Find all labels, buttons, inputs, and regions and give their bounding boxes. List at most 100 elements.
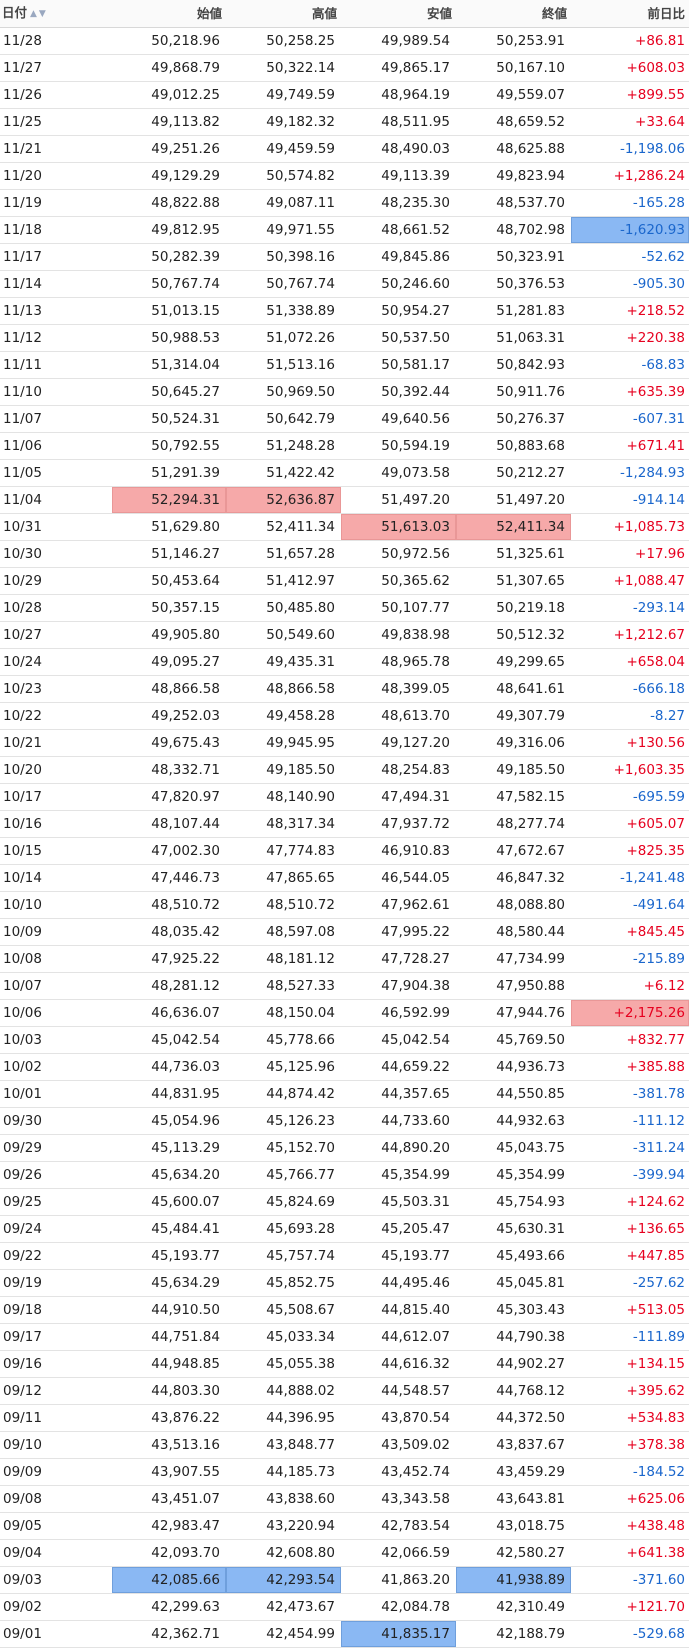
sort-arrows-icon[interactable]: ▲▼ — [30, 9, 48, 19]
cell-change: +438.48 — [571, 1512, 689, 1540]
cell-change: +378.38 — [571, 1431, 689, 1459]
cell-high: 50,549.60 — [226, 621, 341, 649]
cell-change: -1,284.93 — [571, 459, 689, 487]
cell-close: 47,950.88 — [456, 972, 571, 1000]
cell-open: 42,983.47 — [112, 1512, 226, 1540]
cell-open: 45,484.41 — [112, 1215, 226, 1243]
table-row: 11/04 52,294.31 52,636.87 51,497.20 51,497.2… — [0, 486, 689, 514]
table-row: 11/05 51,291.39 51,422.42 49,073.58 50,212.2… — [0, 459, 689, 487]
cell-low: 43,452.74 — [341, 1458, 456, 1486]
cell-date: 11/18 — [0, 216, 112, 244]
cell-close: 46,847.32 — [456, 864, 571, 892]
table-row: 09/16 44,948.85 45,055.38 44,616.32 44,902.2… — [0, 1350, 689, 1378]
cell-open: 48,332.71 — [112, 756, 226, 784]
column-header-close[interactable]: 終値 — [456, 0, 571, 28]
cell-close: 51,307.65 — [456, 567, 571, 595]
cell-low: 44,890.20 — [341, 1134, 456, 1162]
cell-date: 09/17 — [0, 1323, 112, 1351]
cell-close: 47,734.99 — [456, 945, 571, 973]
table-row: 09/09 43,907.55 44,185.73 43,452.74 43,459.2… — [0, 1458, 689, 1486]
cell-close: 44,790.38 — [456, 1323, 571, 1351]
cell-change: +534.83 — [571, 1404, 689, 1432]
cell-close: 43,643.81 — [456, 1485, 571, 1513]
cell-change: +899.55 — [571, 81, 689, 109]
cell-close: 49,316.06 — [456, 729, 571, 757]
cell-low: 44,659.22 — [341, 1053, 456, 1081]
cell-high: 52,411.34 — [226, 513, 341, 541]
cell-date: 11/26 — [0, 81, 112, 109]
cell-date: 11/28 — [0, 27, 112, 55]
cell-open: 50,988.53 — [112, 324, 226, 352]
cell-low: 50,392.44 — [341, 378, 456, 406]
cell-high: 45,778.66 — [226, 1026, 341, 1054]
cell-close: 50,512.32 — [456, 621, 571, 649]
cell-open: 43,513.16 — [112, 1431, 226, 1459]
cell-high: 51,412.97 — [226, 567, 341, 595]
cell-open: 47,820.97 — [112, 783, 226, 811]
column-header-date[interactable]: 日付 ▲▼ — [0, 0, 112, 28]
cell-open: 44,831.95 — [112, 1080, 226, 1108]
table-row: 10/21 49,675.43 49,945.95 49,127.20 49,316.0… — [0, 729, 689, 757]
table-row: 09/30 45,054.96 45,126.23 44,733.60 44,932.6… — [0, 1107, 689, 1135]
table-row: 10/29 50,453.64 51,412.97 50,365.62 51,307.6… — [0, 567, 689, 595]
cell-low: 49,073.58 — [341, 459, 456, 487]
cell-high: 44,874.42 — [226, 1080, 341, 1108]
cell-open: 51,291.39 — [112, 459, 226, 487]
cell-open: 51,146.27 — [112, 540, 226, 568]
cell-close: 48,277.74 — [456, 810, 571, 838]
cell-change: +136.65 — [571, 1215, 689, 1243]
cell-change: -68.83 — [571, 351, 689, 379]
cell-change: -399.94 — [571, 1161, 689, 1189]
cell-low: 47,937.72 — [341, 810, 456, 838]
cell-date: 10/16 — [0, 810, 112, 838]
cell-high: 51,338.89 — [226, 297, 341, 325]
column-header-open[interactable]: 始値 — [112, 0, 226, 28]
cell-low: 45,503.31 — [341, 1188, 456, 1216]
cell-close: 43,018.75 — [456, 1512, 571, 1540]
cell-open: 48,510.72 — [112, 891, 226, 919]
column-header-low[interactable]: 安値 — [341, 0, 456, 28]
cell-date: 09/04 — [0, 1539, 112, 1567]
cell-close: 48,580.44 — [456, 918, 571, 946]
cell-open: 49,252.03 — [112, 702, 226, 730]
table-row: 10/23 48,866.58 48,866.58 48,399.05 48,641.6… — [0, 675, 689, 703]
cell-open: 49,812.95 — [112, 216, 226, 244]
cell-open: 48,866.58 — [112, 675, 226, 703]
cell-change: -257.62 — [571, 1269, 689, 1297]
cell-date: 10/24 — [0, 648, 112, 676]
cell-change: -8.27 — [571, 702, 689, 730]
cell-close: 41,938.89 — [456, 1566, 571, 1594]
cell-change: +130.56 — [571, 729, 689, 757]
table-row: 09/08 43,451.07 43,838.60 43,343.58 43,643.8… — [0, 1485, 689, 1513]
table-row: 09/02 42,299.63 42,473.67 42,084.78 42,310.4… — [0, 1593, 689, 1621]
cell-low: 50,365.62 — [341, 567, 456, 595]
cell-open: 49,675.43 — [112, 729, 226, 757]
cell-high: 43,848.77 — [226, 1431, 341, 1459]
cell-high: 42,454.99 — [226, 1620, 341, 1648]
cell-low: 45,205.47 — [341, 1215, 456, 1243]
cell-date: 11/20 — [0, 162, 112, 190]
cell-close: 48,625.88 — [456, 135, 571, 163]
cell-low: 48,511.95 — [341, 108, 456, 136]
column-header-high[interactable]: 高値 — [226, 0, 341, 28]
cell-close: 49,299.65 — [456, 648, 571, 676]
table-header: 日付 ▲▼ 始値 高値 安値 終値 前日比 — [0, 0, 689, 28]
table-row: 10/31 51,629.80 52,411.34 51,613.03 52,411.3… — [0, 513, 689, 541]
cell-low: 45,193.77 — [341, 1242, 456, 1270]
cell-change: +220.38 — [571, 324, 689, 352]
cell-low: 48,964.19 — [341, 81, 456, 109]
cell-close: 50,219.18 — [456, 594, 571, 622]
cell-high: 45,852.75 — [226, 1269, 341, 1297]
cell-date: 09/19 — [0, 1269, 112, 1297]
cell-high: 44,396.95 — [226, 1404, 341, 1432]
cell-close: 45,630.31 — [456, 1215, 571, 1243]
table-row: 11/19 48,822.88 49,087.11 48,235.30 48,537.7… — [0, 189, 689, 217]
cell-low: 50,954.27 — [341, 297, 456, 325]
cell-high: 42,473.67 — [226, 1593, 341, 1621]
cell-open: 42,093.70 — [112, 1539, 226, 1567]
cell-date: 10/20 — [0, 756, 112, 784]
table-row: 11/20 49,129.29 50,574.82 49,113.39 49,823.9… — [0, 162, 689, 190]
column-header-change[interactable]: 前日比 — [571, 0, 689, 28]
cell-close: 43,837.67 — [456, 1431, 571, 1459]
cell-low: 47,962.61 — [341, 891, 456, 919]
